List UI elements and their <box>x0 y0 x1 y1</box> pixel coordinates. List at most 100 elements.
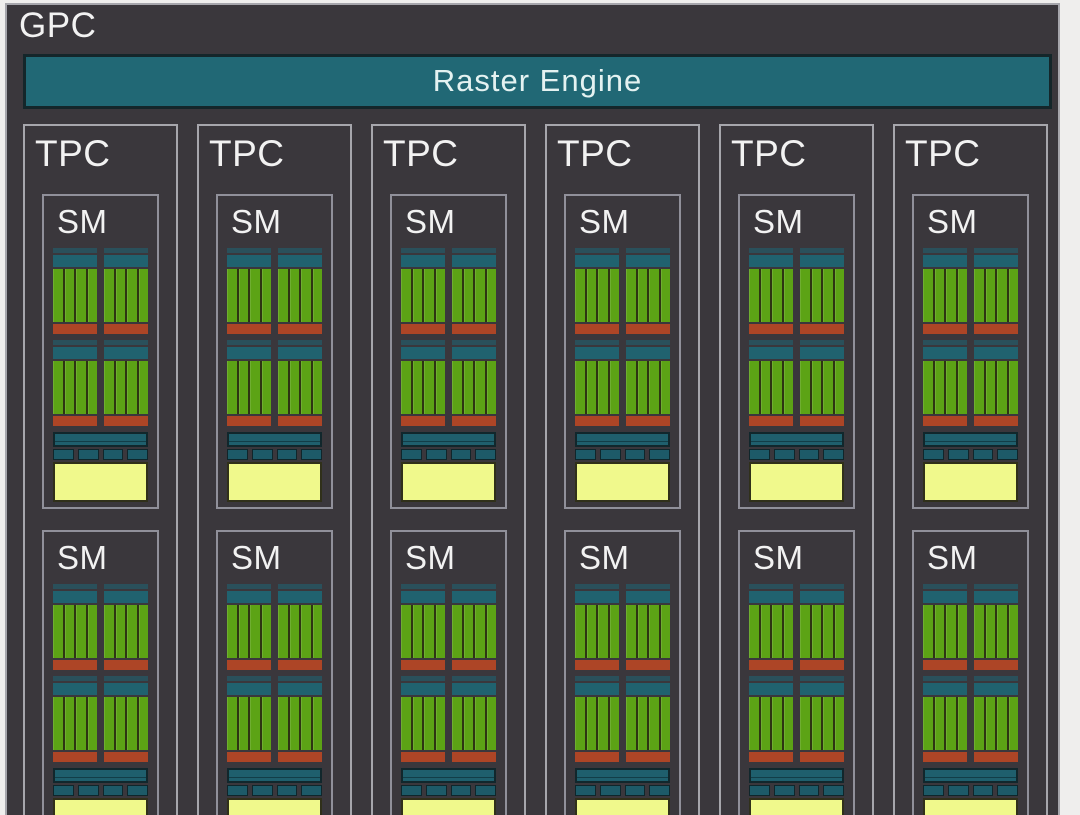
core-column <box>974 361 984 415</box>
partition-halves <box>575 584 670 671</box>
core-array <box>749 269 793 323</box>
texture-unit <box>102 785 124 797</box>
scheduler-bar-top <box>53 584 97 590</box>
scheduler-bar-main <box>575 591 619 604</box>
partition-half <box>53 248 97 335</box>
scheduler-bar-main <box>278 347 322 360</box>
scheduler-bar-main <box>749 591 793 604</box>
core-column <box>250 269 260 323</box>
scheduler-bar-main <box>401 683 445 696</box>
partition-half <box>53 676 97 763</box>
sm-partition <box>749 340 844 427</box>
sm-partition <box>227 676 322 763</box>
partition-halves <box>53 248 148 335</box>
partition-half <box>974 340 1018 427</box>
core-column <box>301 361 311 415</box>
partition-half <box>749 584 793 671</box>
core-column <box>261 269 271 323</box>
scheduler-bar-main <box>278 591 322 604</box>
sm-partition <box>401 584 496 671</box>
core-column <box>87 697 97 751</box>
core-column <box>424 361 434 415</box>
sm-box: SM <box>216 530 333 815</box>
core-array <box>575 269 619 323</box>
core-column <box>823 697 833 751</box>
load-store-bar <box>53 416 97 427</box>
tpc-row: TPC SM SM TPC SM SM TPC SM SM TPC SM <box>23 123 1052 815</box>
interconnect-bar <box>923 768 1018 784</box>
core-column <box>452 697 462 751</box>
partition-halves <box>227 676 322 763</box>
texture-unit <box>823 785 844 797</box>
core-array <box>626 361 670 415</box>
partition-half <box>923 676 967 763</box>
core-array <box>452 697 496 751</box>
texture-unit <box>773 785 795 797</box>
sm-body <box>53 584 148 815</box>
core-column <box>1008 697 1018 751</box>
texture-unit-row <box>53 785 148 797</box>
core-array <box>278 605 322 659</box>
scheduler-bar-top <box>278 676 322 682</box>
partition-half <box>923 248 967 335</box>
scheduler-bar-main <box>923 591 967 604</box>
core-column <box>598 605 608 659</box>
partition-half <box>227 248 271 335</box>
scheduler-bar-top <box>53 676 97 682</box>
scheduler-bar-top <box>104 584 148 590</box>
core-array <box>452 269 496 323</box>
core-column <box>278 361 288 415</box>
core-column <box>301 697 311 751</box>
load-store-bar <box>104 416 148 427</box>
core-column <box>923 697 933 751</box>
tpc-label: TPC <box>557 132 633 174</box>
core-column <box>997 605 1007 659</box>
core-column <box>575 269 585 323</box>
texture-unit <box>401 449 422 461</box>
load-store-bar <box>278 752 322 763</box>
core-column <box>586 361 596 415</box>
core-column <box>104 605 114 659</box>
scheduler-bar-top <box>923 340 967 346</box>
load-store-bar <box>401 660 445 671</box>
texture-unit <box>599 785 621 797</box>
sm-body <box>575 584 670 815</box>
partition-half <box>800 248 844 335</box>
texture-unit <box>798 785 820 797</box>
core-column <box>312 697 322 751</box>
core-column <box>626 697 636 751</box>
core-column <box>138 269 148 323</box>
partition-half <box>626 248 670 335</box>
core-column <box>76 269 86 323</box>
l1-cache-block <box>53 462 148 503</box>
core-column <box>238 605 248 659</box>
core-column <box>87 269 97 323</box>
texture-unit <box>624 785 646 797</box>
core-column <box>772 269 782 323</box>
partition-half <box>278 248 322 335</box>
core-column <box>957 605 967 659</box>
core-array <box>227 697 271 751</box>
core-column <box>823 269 833 323</box>
load-store-bar <box>278 324 322 335</box>
scheduler-bar-main <box>923 683 967 696</box>
core-column <box>435 269 445 323</box>
scheduler-bar-top <box>800 248 844 254</box>
partition-half <box>227 340 271 427</box>
sm-box: SM <box>216 194 333 510</box>
texture-unit <box>947 785 969 797</box>
texture-unit-row <box>227 449 322 461</box>
sm-body <box>749 248 844 503</box>
partition-half <box>401 340 445 427</box>
scheduler-bar-top <box>227 248 271 254</box>
core-array <box>749 361 793 415</box>
core-column <box>834 361 844 415</box>
load-store-bar <box>923 416 967 427</box>
scheduler-bar-top <box>104 248 148 254</box>
partition-half <box>923 340 967 427</box>
core-column <box>934 269 944 323</box>
core-array <box>923 605 967 659</box>
load-store-bar <box>53 752 97 763</box>
partition-half <box>626 340 670 427</box>
core-column <box>463 269 473 323</box>
